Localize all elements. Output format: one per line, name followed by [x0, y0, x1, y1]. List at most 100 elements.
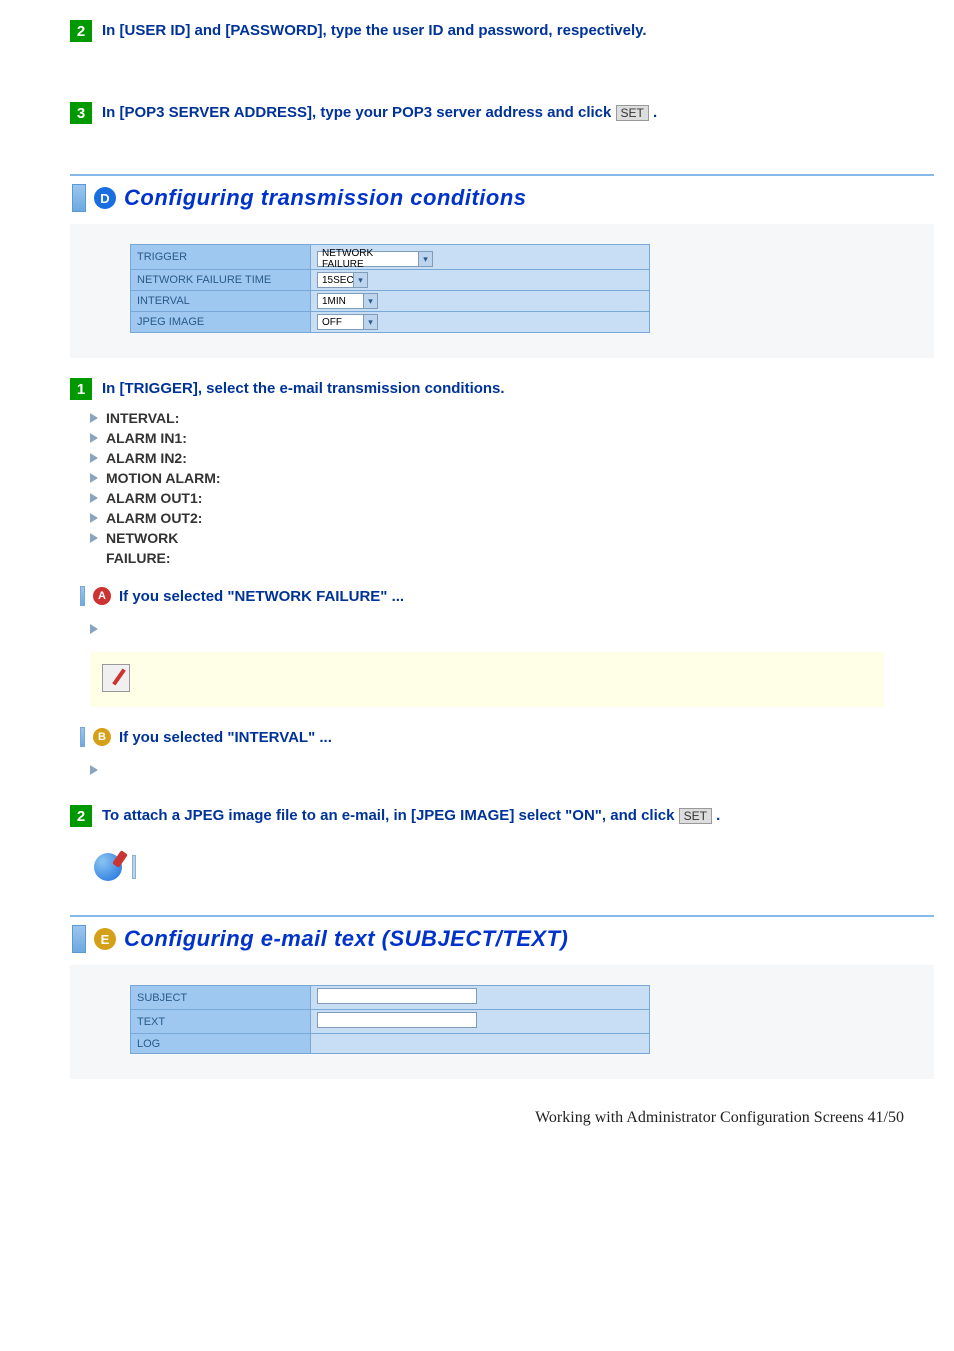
triangle-icon — [90, 473, 98, 483]
section-letter-badge: D — [94, 187, 116, 209]
subject-input[interactable] — [317, 988, 477, 1004]
section-marker-icon — [72, 925, 86, 953]
section-d-header: D Configuring transmission conditions — [70, 176, 934, 224]
table-row: JPEG IMAGE OFF ▾ — [131, 312, 650, 333]
table-row: TRIGGER NETWORK FAILURE ▾ — [131, 245, 650, 270]
item-label: ALARM IN2: — [106, 450, 187, 466]
step-text: In [USER ID] and [PASSWORD], type the us… — [102, 20, 647, 39]
triangle-icon — [90, 453, 98, 463]
item-label: ALARM OUT2: — [106, 510, 202, 526]
interval-select[interactable]: 1MIN ▾ — [317, 293, 378, 309]
triangle-icon — [90, 533, 98, 543]
step-number-badge: 2 — [70, 805, 92, 827]
chevron-down-icon: ▾ — [363, 294, 377, 308]
step-text-after: . — [716, 807, 720, 824]
list-item: INTERVAL: — [90, 410, 934, 426]
table-row: NETWORK FAILURE TIME 15SEC ▾ — [131, 270, 650, 291]
set-button[interactable]: SET — [616, 105, 649, 121]
section-d: D Configuring transmission conditions TR… — [70, 174, 934, 358]
substep-letter-badge: A — [93, 587, 111, 605]
text-input[interactable] — [317, 1012, 477, 1028]
pencil-icon — [102, 664, 130, 692]
section-letter-badge: E — [94, 928, 116, 950]
vertical-bar-icon — [80, 586, 85, 606]
row-label: INTERVAL — [131, 291, 311, 312]
item-label: INTERVAL: — [106, 410, 179, 426]
substep-text: If you selected "INTERVAL" ... — [119, 729, 332, 746]
row-value-cell: 15SEC ▾ — [311, 270, 650, 291]
failure-time-select[interactable]: 15SEC ▾ — [317, 272, 368, 288]
step-2-d: 2 To attach a JPEG image file to an e-ma… — [70, 805, 934, 827]
transmission-config-table: TRIGGER NETWORK FAILURE ▾ NETWORK FAILUR… — [130, 244, 650, 333]
set-button[interactable]: SET — [679, 808, 712, 824]
step-3: 3 In [POP3 SERVER ADDRESS], type your PO… — [70, 102, 934, 124]
note-globe-row — [90, 849, 140, 885]
list-item: MOTION ALARM: — [90, 470, 934, 486]
note-box-pencil — [90, 652, 884, 707]
step-number-badge: 1 — [70, 378, 92, 400]
row-label: TRIGGER — [131, 245, 311, 270]
select-value: OFF — [318, 317, 363, 328]
substep-text: If you selected "NETWORK FAILURE" ... — [119, 588, 404, 605]
list-item: ALARM IN2: — [90, 450, 934, 466]
triangle-icon — [90, 493, 98, 503]
step-text-before: To attach a JPEG image file to an e-mail… — [102, 807, 679, 824]
row-label: NETWORK FAILURE TIME — [131, 270, 311, 291]
globe-icon — [94, 853, 122, 881]
trigger-options-list: INTERVAL: ALARM IN1: ALARM IN2: MOTION A… — [90, 410, 934, 566]
list-item: ALARM IN1: — [90, 430, 934, 446]
step-text-before: In [POP3 SERVER ADDRESS], type your POP3… — [102, 104, 616, 121]
step-text: In [POP3 SERVER ADDRESS], type your POP3… — [102, 102, 657, 121]
email-text-table: SUBJECT TEXT LOG — [130, 985, 650, 1054]
triangle-icon — [90, 433, 98, 443]
step-number-badge: 3 — [70, 102, 92, 124]
item-label: ALARM OUT1: — [106, 490, 202, 506]
step-text: To attach a JPEG image file to an e-mail… — [102, 805, 720, 824]
row-label: SUBJECT — [131, 986, 311, 1010]
item-label: FAILURE: — [106, 550, 171, 566]
row-value-cell — [311, 1034, 650, 1054]
section-e-header: E Configuring e-mail text (SUBJECT/TEXT) — [70, 917, 934, 965]
row-value-cell: OFF ▾ — [311, 312, 650, 333]
chevron-down-icon: ▾ — [418, 252, 432, 266]
row-value-cell — [311, 986, 650, 1010]
step-2-top: 2 In [USER ID] and [PASSWORD], type the … — [70, 20, 934, 42]
table-row: TEXT — [131, 1010, 650, 1034]
substep-letter-badge: B — [93, 728, 111, 746]
step-text-after: . — [653, 104, 657, 121]
list-item: ALARM OUT2: — [90, 510, 934, 526]
row-label: TEXT — [131, 1010, 311, 1034]
row-label: JPEG IMAGE — [131, 312, 311, 333]
list-item-continuation: FAILURE: — [106, 550, 934, 566]
jpeg-select[interactable]: OFF ▾ — [317, 314, 378, 330]
table-row: SUBJECT — [131, 986, 650, 1010]
page-footer: Working with Administrator Configuration… — [20, 1109, 904, 1127]
section-marker-icon — [72, 184, 86, 212]
triangle-icon — [90, 624, 98, 634]
item-label: MOTION ALARM: — [106, 470, 221, 486]
item-label: NETWORK — [106, 530, 178, 546]
table-row: INTERVAL 1MIN ▾ — [131, 291, 650, 312]
step-number-badge: 2 — [70, 20, 92, 42]
row-value-cell: 1MIN ▾ — [311, 291, 650, 312]
trigger-select[interactable]: NETWORK FAILURE ▾ — [317, 251, 433, 267]
list-item: ALARM OUT1: — [90, 490, 934, 506]
chevron-down-icon: ▾ — [353, 273, 367, 287]
step-1-d: 1 In [TRIGGER], select the e-mail transm… — [70, 378, 934, 400]
triangle-icon — [90, 513, 98, 523]
section-title: Configuring transmission conditions — [124, 185, 527, 211]
row-value-cell: NETWORK FAILURE ▾ — [311, 245, 650, 270]
vertical-bar-icon — [80, 727, 85, 747]
section-e: E Configuring e-mail text (SUBJECT/TEXT)… — [70, 915, 934, 1079]
row-value-cell — [311, 1010, 650, 1034]
table-row: LOG — [131, 1034, 650, 1054]
chevron-down-icon: ▾ — [363, 315, 377, 329]
step-text: In [TRIGGER], select the e-mail transmis… — [102, 378, 505, 397]
substep-a: A If you selected "NETWORK FAILURE" ... — [80, 586, 934, 606]
select-value: 15SEC — [318, 275, 353, 286]
select-value: 1MIN — [318, 296, 363, 307]
item-label: ALARM IN1: — [106, 430, 187, 446]
section-title: Configuring e-mail text (SUBJECT/TEXT) — [124, 926, 568, 952]
row-label: LOG — [131, 1034, 311, 1054]
list-item: NETWORK — [90, 530, 934, 546]
